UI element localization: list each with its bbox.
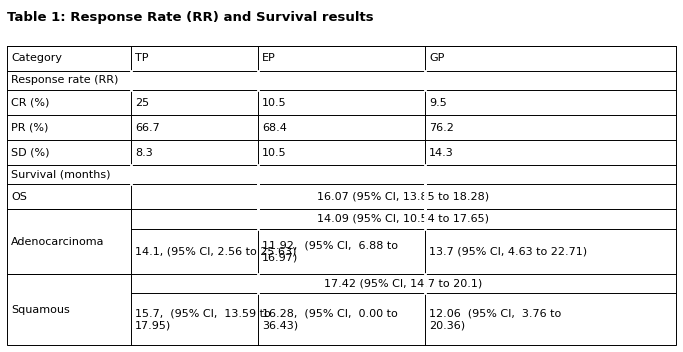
Text: 12.06  (95% CI,  3.76 to
20.36): 12.06 (95% CI, 3.76 to 20.36) xyxy=(430,308,561,330)
Text: EP: EP xyxy=(262,53,276,63)
Text: 16.28,  (95% CI,  0.00 to
36.43): 16.28, (95% CI, 0.00 to 36.43) xyxy=(262,308,398,330)
Text: Squamous: Squamous xyxy=(11,304,70,315)
Text: 14.1, (95% CI, 2.56 to 25.63): 14.1, (95% CI, 2.56 to 25.63) xyxy=(135,246,296,256)
Text: Category: Category xyxy=(11,53,62,63)
Text: PR (%): PR (%) xyxy=(11,122,48,133)
Text: 17.42 (95% CI, 14.7 to 20.1): 17.42 (95% CI, 14.7 to 20.1) xyxy=(324,279,482,289)
Text: 11.92,  (95% CI,  6.88 to
16.97): 11.92, (95% CI, 6.88 to 16.97) xyxy=(262,240,398,262)
Text: GP: GP xyxy=(430,53,445,63)
Text: 10.5: 10.5 xyxy=(262,98,287,107)
Text: 14.3: 14.3 xyxy=(430,147,454,158)
Text: 16.07 (95% CI, 13.85 to 18.28): 16.07 (95% CI, 13.85 to 18.28) xyxy=(318,192,490,202)
Text: 66.7: 66.7 xyxy=(135,122,160,133)
Text: 76.2: 76.2 xyxy=(430,122,454,133)
Text: 14.09 (95% CI, 10.54 to 17.65): 14.09 (95% CI, 10.54 to 17.65) xyxy=(318,214,490,224)
Text: Adenocarcinoma: Adenocarcinoma xyxy=(11,237,104,247)
Text: SD (%): SD (%) xyxy=(11,147,49,158)
Text: 10.5: 10.5 xyxy=(262,147,287,158)
Text: CR (%): CR (%) xyxy=(11,98,49,107)
Text: Survival (months): Survival (months) xyxy=(11,170,111,180)
Text: TP: TP xyxy=(135,53,148,63)
Text: 68.4: 68.4 xyxy=(262,122,287,133)
Text: OS: OS xyxy=(11,192,27,202)
Text: Response rate (RR): Response rate (RR) xyxy=(11,75,118,86)
Text: 25: 25 xyxy=(135,98,149,107)
Text: Table 1: Response Rate (RR) and Survival results: Table 1: Response Rate (RR) and Survival… xyxy=(7,11,374,24)
Text: 13.7 (95% CI, 4.63 to 22.71): 13.7 (95% CI, 4.63 to 22.71) xyxy=(430,246,587,256)
Text: 8.3: 8.3 xyxy=(135,147,152,158)
Text: 9.5: 9.5 xyxy=(430,98,447,107)
Text: 15.7,  (95% CI,  13.59 to
17.95): 15.7, (95% CI, 13.59 to 17.95) xyxy=(135,308,270,330)
